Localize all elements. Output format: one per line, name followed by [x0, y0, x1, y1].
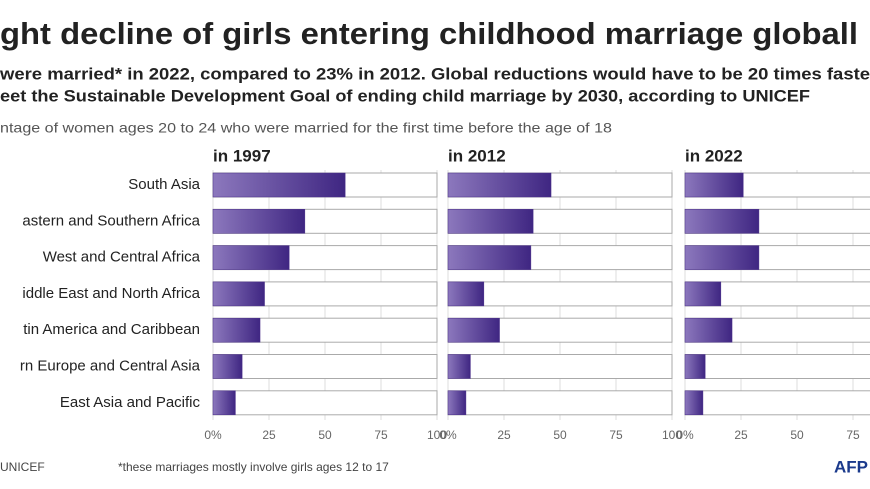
footnote: *these marriages mostly involve girls ag… [118, 460, 389, 474]
bar [684, 317, 733, 343]
bar [684, 172, 744, 198]
bar [447, 245, 532, 270]
category-label: East Asia and Pacific [60, 394, 201, 411]
x-tick-label: 75 [374, 428, 388, 442]
category-label: West and Central Africa [43, 249, 201, 266]
bar-background [212, 354, 438, 379]
x-tick-label: 100 [662, 428, 682, 442]
x-tick-label: 25 [497, 428, 511, 442]
x-tick-label: 0% [676, 428, 694, 442]
x-tick-label: 0% [439, 428, 457, 442]
bar [447, 354, 471, 379]
bar [447, 209, 534, 234]
bar [684, 281, 722, 307]
bar [212, 245, 290, 270]
bar [684, 245, 760, 270]
bar [212, 390, 236, 416]
bar [212, 317, 261, 343]
bar-background [447, 390, 673, 416]
bar [684, 209, 760, 234]
x-tick-label: 50 [790, 428, 804, 442]
bar-background [212, 390, 438, 416]
x-tick-label: 75 [846, 428, 860, 442]
bar [447, 317, 500, 343]
bar-background [684, 390, 870, 416]
bar [212, 172, 346, 198]
source: UNICEF [0, 460, 45, 474]
x-tick-label: 75 [609, 428, 623, 442]
bar [447, 390, 467, 416]
subtitle: were married* in 2022, compared to 23% i… [0, 64, 870, 83]
x-tick-label: 25 [262, 428, 276, 442]
x-tick-label: 0% [204, 428, 222, 442]
subtitle: eet the Sustainable Development Goal of … [0, 86, 810, 105]
logo: AFP [834, 457, 868, 476]
category-label: South Asia [128, 176, 200, 193]
bar-background [447, 354, 673, 379]
bar [684, 390, 704, 416]
bar-background [684, 354, 870, 379]
bar [212, 281, 265, 307]
panel-title: in 2022 [685, 146, 743, 165]
x-tick-label: 100 [427, 428, 447, 442]
bar-background [447, 281, 673, 307]
category-label: tin America and Caribbean [23, 321, 200, 338]
panel-title: in 2012 [448, 146, 506, 165]
category-label: iddle East and North Africa [22, 285, 200, 302]
bar [447, 281, 485, 307]
bar [447, 172, 552, 198]
x-tick-label: 25 [734, 428, 748, 442]
x-tick-label: 50 [553, 428, 567, 442]
chart-title: ght decline of girls entering childhood … [0, 16, 858, 51]
bar [212, 354, 243, 379]
panel-title: in 1997 [213, 146, 271, 165]
bar [684, 354, 706, 379]
category-label: astern and Southern Africa [22, 212, 200, 229]
bar [212, 209, 306, 234]
category-label: rn Europe and Central Asia [20, 357, 201, 374]
x-tick-label: 50 [318, 428, 332, 442]
axis-label: ntage of women ages 20 to 24 who were ma… [0, 120, 612, 136]
